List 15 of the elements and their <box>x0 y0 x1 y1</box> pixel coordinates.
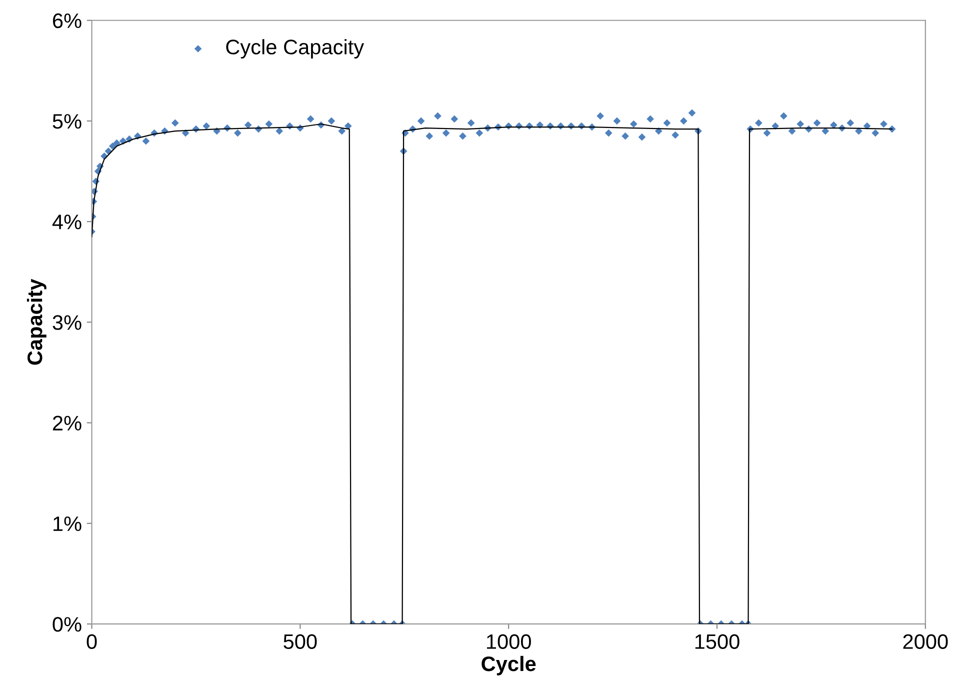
x-tick-label: 2000 <box>903 634 948 649</box>
x-tick-label: 1000 <box>487 634 531 649</box>
x-tick-label: 1500 <box>695 634 740 649</box>
y-tick-label: 2% <box>52 416 82 430</box>
legend-label: Cycle Capacity <box>226 39 364 59</box>
x-tick-label: 500 <box>284 634 317 649</box>
y-tick-label: 1% <box>54 516 82 532</box>
y-tick-label: 5% <box>52 114 82 129</box>
y-tick-label: 0% <box>52 616 82 632</box>
x-axis-title: Cycle <box>482 656 536 676</box>
y-tick-label: 4% <box>52 214 82 230</box>
x-tick-label: 0 <box>86 634 97 649</box>
y-axis-title: Capacity <box>26 278 46 365</box>
y-tick-label: 6% <box>53 13 82 28</box>
y-tick-label: 3% <box>52 315 82 330</box>
